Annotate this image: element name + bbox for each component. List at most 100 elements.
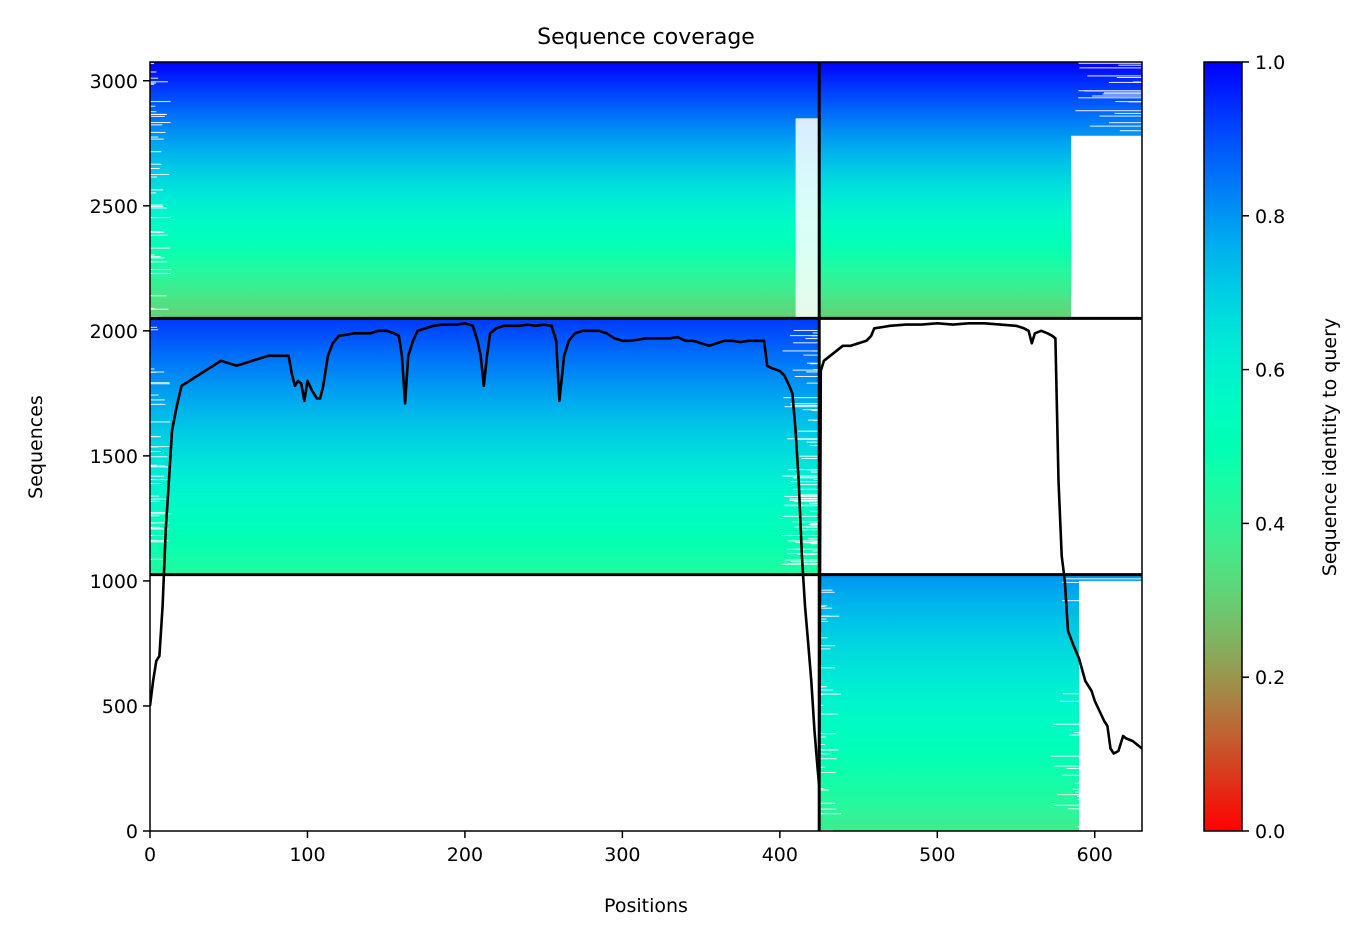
msa-gap <box>801 457 820 459</box>
msa-blocks <box>150 62 1142 831</box>
msa-gap <box>150 475 164 477</box>
msa-gap <box>792 369 820 371</box>
msa-gap <box>799 494 820 496</box>
msa-gap <box>150 383 170 385</box>
msa-gap <box>1075 110 1142 112</box>
msa-gap <box>150 421 171 423</box>
msa-gap <box>819 693 841 695</box>
x-tick-label: 0 <box>144 844 156 866</box>
msa-gap <box>799 529 820 531</box>
msa-gap <box>150 247 171 249</box>
msa-gap <box>1108 81 1142 83</box>
msa-gap <box>819 704 824 706</box>
y-tick-label: 2000 <box>90 321 138 343</box>
msa-gap <box>150 113 167 115</box>
msa-gap <box>150 122 171 124</box>
msa-gap <box>1102 93 1142 95</box>
msa-gap <box>789 499 820 501</box>
msa-gap <box>150 217 172 219</box>
msa-gap <box>150 511 168 513</box>
msa-gap-region <box>795 118 820 319</box>
msa-gap <box>150 77 159 79</box>
msa-gap <box>1099 115 1142 117</box>
msa-gap <box>794 375 820 377</box>
colorbar-label: Sequence identity to query <box>1319 318 1341 576</box>
coverage-line <box>150 321 1142 788</box>
msa-gap <box>790 481 820 483</box>
msa-gap <box>150 451 161 453</box>
colorbar-tick-label: 0.2 <box>1255 667 1285 689</box>
msa-gap <box>819 749 839 751</box>
msa-gap <box>819 667 835 669</box>
msa-gap <box>150 254 155 256</box>
y-tick-label: 1000 <box>90 571 138 593</box>
msa-gap <box>797 504 820 506</box>
msa-gap <box>150 479 170 481</box>
msa-block-chain-A-unpaired <box>150 318 820 575</box>
msa-gap <box>809 510 820 512</box>
msa-gap <box>810 363 820 365</box>
msa-gap <box>806 441 820 443</box>
msa-gap <box>819 605 825 607</box>
y-tick-label: 3000 <box>90 71 138 93</box>
msa-gap <box>819 758 837 760</box>
colorbar: 0.0 0.2 0.4 0.6 0.8 1.0 <box>1203 52 1285 843</box>
msa-gap <box>810 523 820 525</box>
msa-gap <box>150 500 160 502</box>
msa-gap <box>812 332 820 334</box>
msa-gap <box>150 136 159 138</box>
x-tick-label: 200 <box>447 844 483 866</box>
msa-gap <box>782 350 820 352</box>
msa-gap <box>150 231 165 233</box>
colorbar-tick-label: 1.0 <box>1255 52 1285 74</box>
msa-gap <box>150 234 168 236</box>
msa-gap <box>781 563 820 565</box>
msa-gap <box>150 541 167 543</box>
msa-gap <box>150 205 164 207</box>
msa-gap <box>807 538 820 540</box>
msa-gap <box>812 550 820 552</box>
msa-gap <box>813 420 820 422</box>
msa-gap <box>150 513 172 515</box>
msa-gap <box>819 686 826 688</box>
msa-gap <box>150 526 160 528</box>
coverage-series <box>150 321 1142 788</box>
msa-gap <box>784 406 820 408</box>
msa-gap <box>793 342 820 344</box>
colorbar-tick-label: 0.8 <box>1255 206 1285 228</box>
msa-gap <box>150 382 170 384</box>
msa-gap <box>1063 578 1142 580</box>
msa-gap <box>150 329 159 331</box>
msa-gap <box>150 371 157 373</box>
msa-gap <box>819 713 838 715</box>
msa-gap <box>150 446 159 448</box>
msa-gap <box>819 733 837 735</box>
msa-gap <box>789 498 820 500</box>
msa-gap <box>805 338 820 340</box>
msa-gap <box>819 766 825 768</box>
msa-gap <box>819 620 829 622</box>
msa-gap <box>1108 122 1142 124</box>
msa-gap <box>150 495 160 497</box>
msa-gap <box>150 465 166 467</box>
msa-gap <box>150 368 155 370</box>
msa-gap <box>150 256 161 258</box>
msa-gap <box>150 192 157 194</box>
msa-gap <box>810 471 820 473</box>
msa-gap <box>789 335 820 337</box>
msa-gap <box>150 101 171 103</box>
msa-gap <box>150 173 170 175</box>
msa-gap <box>150 446 170 448</box>
msa-gap <box>150 63 155 65</box>
msa-gap <box>150 326 158 328</box>
msa-gap <box>150 231 162 233</box>
x-tick-label: 500 <box>919 844 955 866</box>
msa-gap <box>819 615 830 617</box>
msa-gap <box>1087 75 1142 77</box>
msa-gap <box>150 522 169 524</box>
colorbar-tick-label: 0.6 <box>1255 360 1285 382</box>
msa-gap <box>810 543 820 545</box>
y-tick-label: 1500 <box>90 446 138 468</box>
msa-gap <box>819 591 835 593</box>
msa-gap <box>1118 64 1142 66</box>
